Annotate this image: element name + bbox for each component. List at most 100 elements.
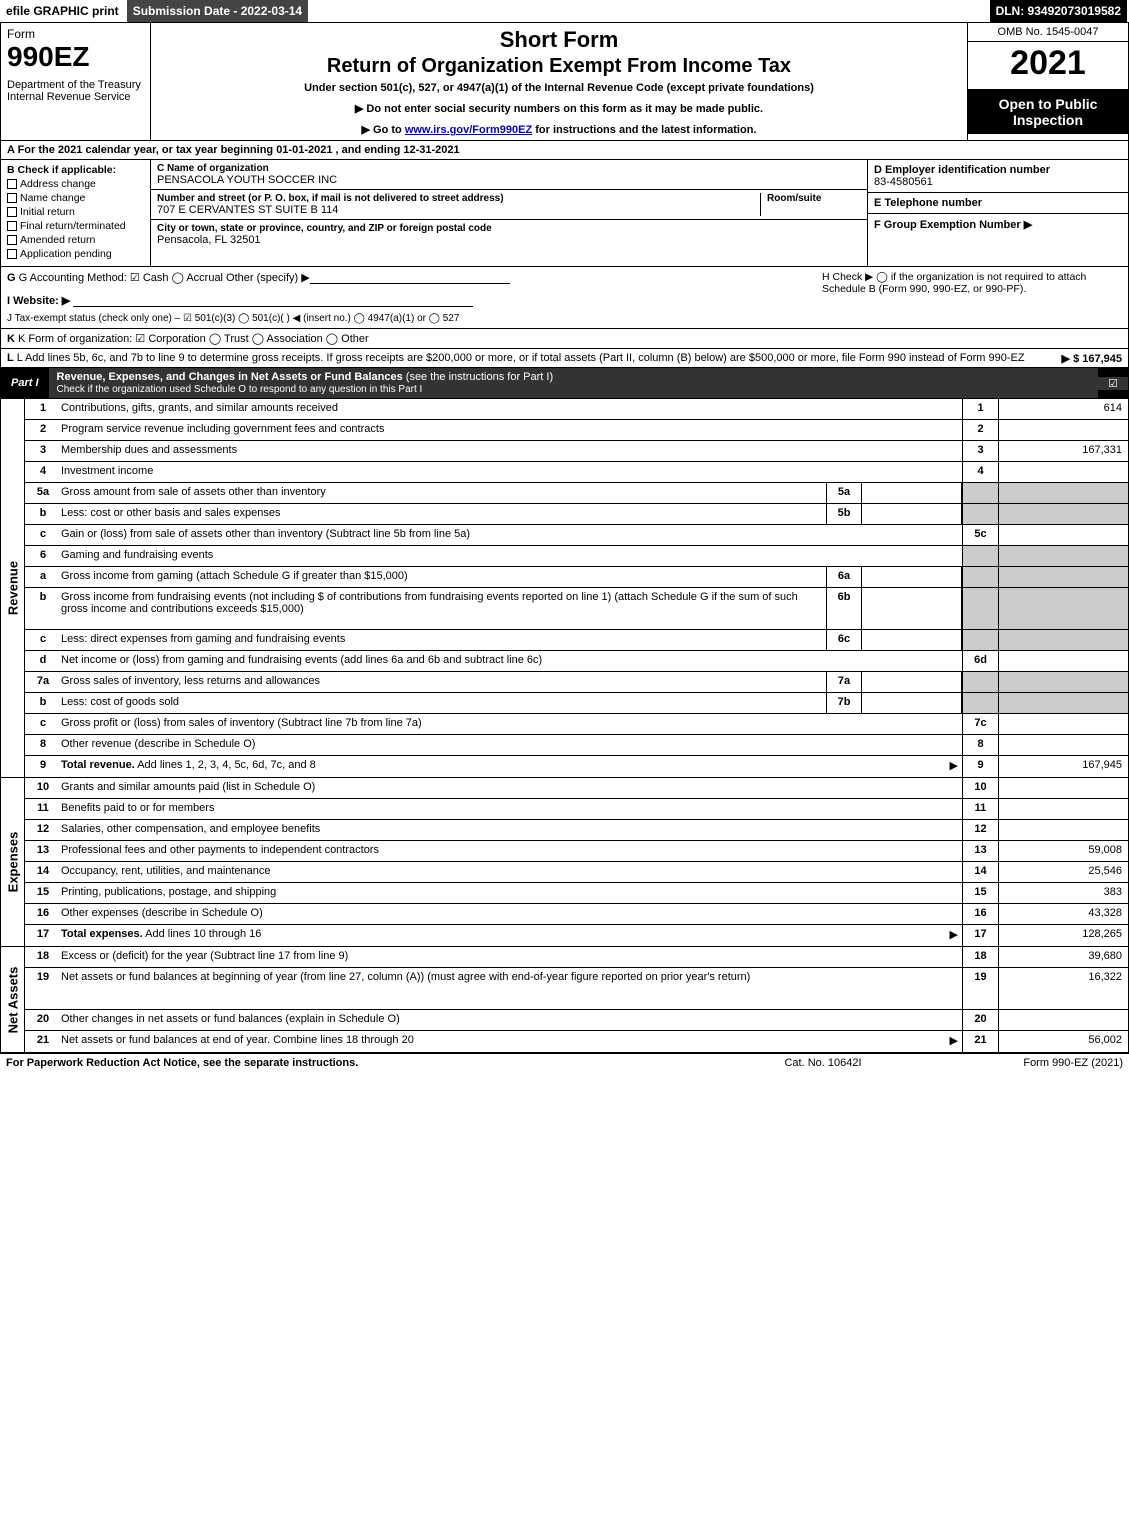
row-k-form-of-org: K K Form of organization: ☑ Corporation …	[0, 329, 1129, 349]
line-3: 3Membership dues and assessments3167,331	[25, 441, 1128, 462]
line-desc: Gross sales of inventory, less returns a…	[61, 672, 826, 692]
part1-checkbox[interactable]: ☑	[1098, 377, 1128, 390]
col-c-org-info: C Name of organization PENSACOLA YOUTH S…	[151, 160, 868, 266]
mid-line-value	[862, 630, 962, 650]
right-line-value: 56,002	[998, 1031, 1128, 1052]
line-desc: Less: cost or other basis and sales expe…	[61, 504, 826, 524]
right-line-value	[998, 820, 1128, 840]
col-b-checkboxes: B Check if applicable: Address change Na…	[1, 160, 151, 266]
side-label: Revenue	[1, 399, 25, 777]
right-line-value	[998, 714, 1128, 734]
line-11: 11Benefits paid to or for members11	[25, 799, 1128, 820]
line-10: 10Grants and similar amounts paid (list …	[25, 778, 1128, 799]
right-line-value: 128,265	[998, 925, 1128, 946]
line-desc: Investment income	[61, 462, 962, 482]
right-line-value	[998, 420, 1128, 440]
line-desc: Gross amount from sale of assets other t…	[61, 483, 826, 503]
right-line-number: 15	[962, 883, 998, 903]
line-desc: Other revenue (describe in Schedule O)	[61, 735, 962, 755]
line-desc: Occupancy, rent, utilities, and maintena…	[61, 862, 962, 882]
line-number: 5a	[25, 483, 61, 503]
group-exemption-cell: F Group Exemption Number ▶	[868, 214, 1128, 235]
line-15: 15Printing, publications, postage, and s…	[25, 883, 1128, 904]
line-6d: dNet income or (loss) from gaming and fu…	[25, 651, 1128, 672]
line-number: 14	[25, 862, 61, 882]
line-7b: bLess: cost of goods sold7b	[25, 693, 1128, 714]
form-header: Form 990EZ Department of the Treasury In…	[0, 22, 1129, 141]
form-number: 990EZ	[7, 41, 144, 73]
row-i-website: I Website: ▶	[7, 294, 822, 307]
line-desc: Gaming and fundraising events	[61, 546, 962, 566]
right-line-number: 8	[962, 735, 998, 755]
line-desc: Gross income from gaming (attach Schedul…	[61, 567, 826, 587]
line-number: 9	[25, 756, 61, 777]
block-ghij: G G Accounting Method: ☑ Cash ◯ Accrual …	[0, 267, 1129, 329]
efile-label[interactable]: efile GRAPHIC print	[0, 0, 127, 22]
right-line-value: 43,328	[998, 904, 1128, 924]
right-line-number: 5c	[962, 525, 998, 545]
omb-number: OMB No. 1545-0047	[968, 23, 1128, 42]
chk-application-pending[interactable]: Application pending	[7, 248, 144, 260]
row-h-schedule-b: H Check ▶ ◯ if the organization is not r…	[822, 271, 1122, 324]
phone-cell: E Telephone number	[868, 193, 1128, 214]
block-bcdef: B Check if applicable: Address change Na…	[0, 160, 1129, 267]
line-21: 21Net assets or fund balances at end of …	[25, 1031, 1128, 1052]
chk-amended-return[interactable]: Amended return	[7, 234, 144, 246]
right-line-number: 17	[962, 925, 998, 946]
right-line-value	[998, 525, 1128, 545]
chk-name-change[interactable]: Name change	[7, 192, 144, 204]
line-20: 20Other changes in net assets or fund ba…	[25, 1010, 1128, 1031]
mid-line-number: 7b	[826, 693, 862, 713]
line-number: d	[25, 651, 61, 671]
line-desc: Total revenue. Add lines 1, 2, 3, 4, 5c,…	[61, 756, 962, 777]
right-line-number: 12	[962, 820, 998, 840]
org-city: Pensacola, FL 32501	[157, 234, 861, 246]
part1-header: Part I Revenue, Expenses, and Changes in…	[0, 368, 1129, 399]
line-6: 6Gaming and fundraising events	[25, 546, 1128, 567]
line-number: 4	[25, 462, 61, 482]
chk-final-return[interactable]: Final return/terminated	[7, 220, 144, 232]
mid-line-number: 6a	[826, 567, 862, 587]
right-line-value	[998, 462, 1128, 482]
side-label: Expenses	[1, 778, 25, 946]
dln-label: DLN: 93492073019582	[990, 0, 1129, 22]
line-13: 13Professional fees and other payments t…	[25, 841, 1128, 862]
line-19: 19Net assets or fund balances at beginni…	[25, 968, 1128, 1010]
line-desc: Less: direct expenses from gaming and fu…	[61, 630, 826, 650]
line-number: 21	[25, 1031, 61, 1052]
paperwork-notice: For Paperwork Reduction Act Notice, see …	[6, 1057, 723, 1069]
chk-initial-return[interactable]: Initial return	[7, 206, 144, 218]
line-12: 12Salaries, other compensation, and empl…	[25, 820, 1128, 841]
line-number: c	[25, 630, 61, 650]
right-line-number: 13	[962, 841, 998, 861]
col-def: D Employer identification number 83-4580…	[868, 160, 1128, 266]
right-line-number: 9	[962, 756, 998, 777]
tax-year: 2021	[968, 42, 1128, 90]
mid-line-number: 5b	[826, 504, 862, 524]
line-desc: Gross income from fundraising events (no…	[61, 588, 826, 629]
page-footer: For Paperwork Reduction Act Notice, see …	[0, 1053, 1129, 1072]
right-line-number: 18	[962, 947, 998, 967]
right-line-number: 21	[962, 1031, 998, 1052]
right-line-value	[998, 778, 1128, 798]
line-6b: bGross income from fundraising events (n…	[25, 588, 1128, 630]
short-form-label: Short Form	[159, 27, 959, 53]
line-14: 14Occupancy, rent, utilities, and mainte…	[25, 862, 1128, 883]
line-number: b	[25, 693, 61, 713]
line-desc: Less: cost of goods sold	[61, 693, 826, 713]
irs-link[interactable]: www.irs.gov/Form990EZ	[405, 124, 532, 136]
org-city-cell: City or town, state or province, country…	[151, 220, 867, 249]
right-line-value: 167,945	[998, 756, 1128, 777]
line-number: 10	[25, 778, 61, 798]
submission-date: Submission Date - 2022-03-14	[127, 0, 310, 22]
right-line-value: 59,008	[998, 841, 1128, 861]
line-desc: Membership dues and assessments	[61, 441, 962, 461]
mid-line-value	[862, 504, 962, 524]
line-2: 2Program service revenue including gover…	[25, 420, 1128, 441]
dept-label: Department of the Treasury Internal Reve…	[7, 79, 144, 103]
line-desc: Program service revenue including govern…	[61, 420, 962, 440]
part1-title: Revenue, Expenses, and Changes in Net As…	[49, 368, 1098, 398]
org-address: 707 E CERVANTES ST SUITE B 114	[157, 204, 754, 216]
line-number: b	[25, 504, 61, 524]
chk-address-change[interactable]: Address change	[7, 178, 144, 190]
